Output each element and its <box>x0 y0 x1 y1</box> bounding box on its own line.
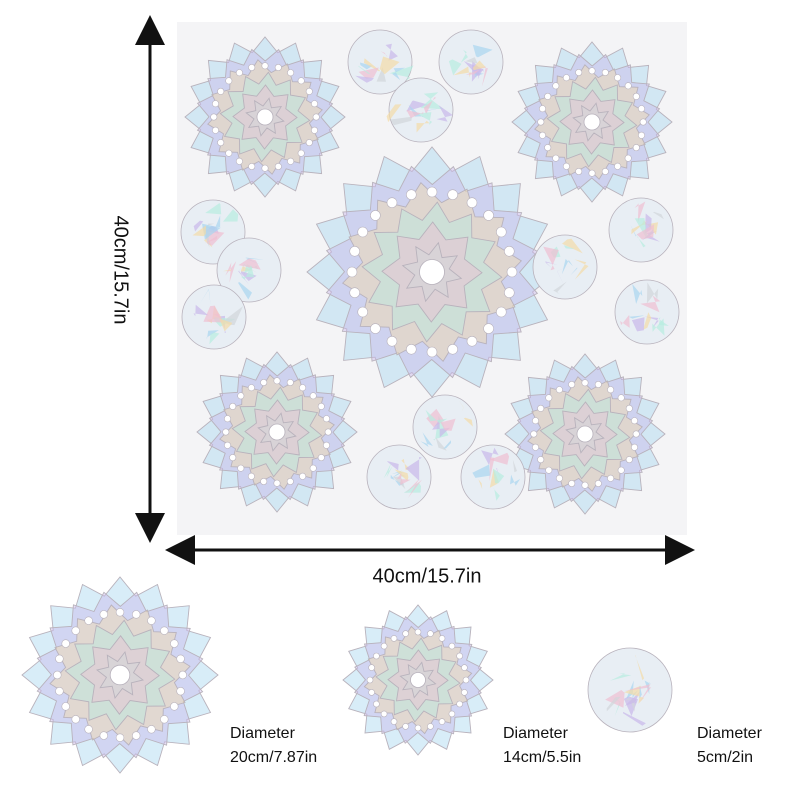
small-circle-sticker <box>181 284 247 350</box>
mandala-medium-top-right <box>511 41 673 203</box>
small-circle-sticker <box>608 197 674 263</box>
large-mandala-size: Diameter 20cm/7.87in <box>230 722 317 770</box>
small-circle-sticker <box>386 77 454 143</box>
small-circle-sticker <box>532 234 598 300</box>
size-samples <box>21 576 673 774</box>
small-circle-sticker <box>438 29 504 95</box>
medium-mandala-size: Diameter 14cm/5.5in <box>503 722 581 770</box>
small-circle-sticker <box>347 29 414 95</box>
small-circle-sticker <box>460 444 526 510</box>
sample-medium-mandala <box>342 604 494 756</box>
mandala-medium-top-left <box>184 36 346 198</box>
small-circle-sticker <box>216 237 282 303</box>
small-circle-sticker <box>366 444 432 510</box>
small-circle-sticker <box>614 279 680 345</box>
sticker-sheet <box>177 22 687 535</box>
mandala-medium-bottom-right <box>504 353 666 515</box>
width-dimension-label: 40cm/15.7in <box>372 565 482 588</box>
sample-small-circle <box>587 647 673 733</box>
mandala-medium-bottom-left <box>196 351 358 513</box>
sample-large-mandala <box>21 576 219 774</box>
large-diameter-value: 20cm/7.87in <box>230 749 318 766</box>
small-circle-size: Diameter 5cm/2in <box>697 722 762 770</box>
height-dimension-label: 40cm/15.7in <box>109 215 132 325</box>
medium-diameter-value: 14cm/5.5in <box>503 749 582 766</box>
small-diameter-value: 5cm/2in <box>697 749 754 766</box>
large-diameter-label: Diameter <box>230 725 295 742</box>
small-diameter-label: Diameter <box>697 725 762 742</box>
medium-diameter-label: Diameter <box>503 725 568 742</box>
small-circle-sticker <box>412 394 478 460</box>
mandala-large-center <box>306 146 558 398</box>
